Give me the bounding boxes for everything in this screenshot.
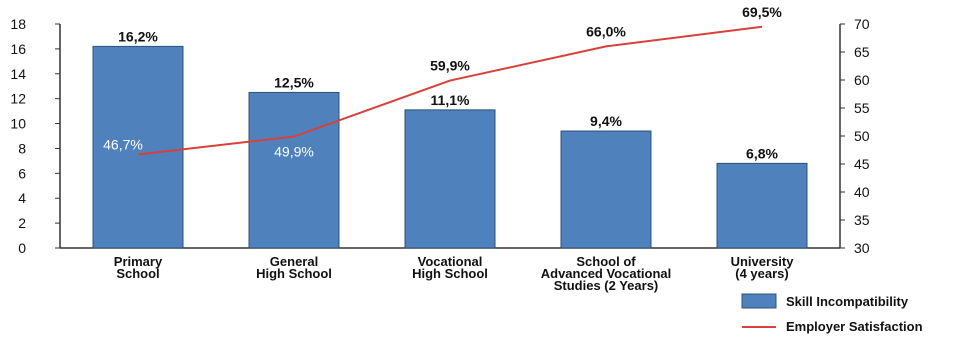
bar-data-label: 12,5%: [274, 74, 314, 90]
x-category-label: School of: [576, 254, 636, 269]
bar-data-label: 11,1%: [431, 92, 470, 108]
bar-data-label: 6,8%: [746, 145, 778, 161]
x-category-label: High School: [412, 266, 488, 281]
bar: [560, 130, 652, 249]
bar: [92, 45, 184, 249]
y-right-tick-label: 70: [854, 16, 870, 32]
y-right-tick-label: 45: [854, 156, 870, 172]
y-left-tick-label: 14: [10, 66, 26, 82]
x-category-label: General: [270, 254, 318, 269]
x-category-label: University: [731, 254, 795, 269]
x-category-label: Vocational: [418, 254, 483, 269]
y-left-tick-label: 6: [18, 165, 26, 181]
legend-label-line: Employer Satisfaction: [786, 319, 923, 334]
line-data-label: 46,7%: [103, 136, 143, 152]
legend-label-bar: Skill Incompatibility: [786, 294, 909, 309]
x-category-label: Primary: [114, 254, 163, 269]
line-data-label: 69,5%: [742, 4, 782, 20]
y-left-tick-label: 2: [18, 215, 26, 231]
bar-data-label: 16,2%: [118, 28, 158, 44]
y-left-tick-label: 18: [10, 16, 26, 32]
y-right-tick-label: 60: [854, 72, 870, 88]
legend-swatch-bar: [741, 293, 777, 309]
bar-data-label: 9,4%: [590, 113, 622, 129]
x-category-label: Studies (2 Years): [554, 278, 659, 293]
x-category-label: Advanced Vocational: [541, 266, 672, 281]
y-left-tick-label: 16: [10, 41, 26, 57]
y-left-tick-label: 12: [10, 91, 26, 107]
y-left-tick-label: 4: [18, 190, 26, 206]
y-right-tick-label: 35: [854, 212, 870, 228]
x-category-label: School: [116, 266, 159, 281]
line-data-label: 66,0%: [586, 23, 626, 39]
y-right-tick-label: 65: [854, 44, 870, 60]
y-left-tick-label: 0: [18, 240, 26, 256]
y-left-tick-label: 10: [10, 116, 26, 132]
bar: [248, 91, 340, 249]
bar: [404, 109, 496, 249]
line-data-label: 59,9%: [430, 58, 470, 74]
x-category-label: (4 years): [735, 266, 788, 281]
line-series: [137, 25, 763, 156]
y-right-tick-label: 50: [854, 128, 870, 144]
line-data-label: 49,9%: [274, 144, 314, 160]
y-right-tick-label: 55: [854, 100, 870, 116]
x-category-label: High School: [256, 266, 332, 281]
y-left-tick-label: 8: [18, 140, 26, 156]
bar: [716, 162, 808, 249]
y-right-tick-label: 40: [854, 184, 870, 200]
y-right-tick-label: 30: [854, 240, 870, 256]
